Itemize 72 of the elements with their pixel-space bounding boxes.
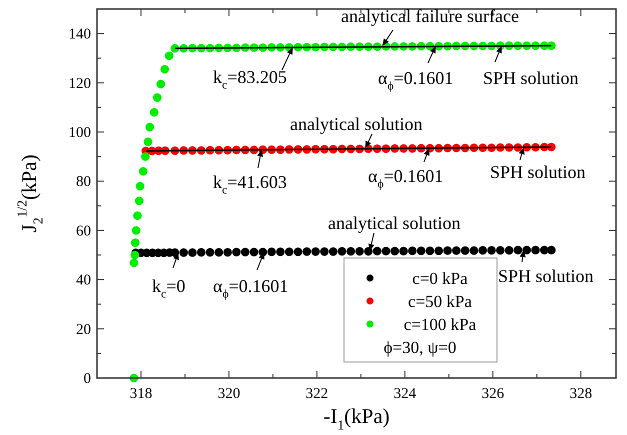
annotation: SPH solution (498, 266, 594, 286)
point (470, 246, 478, 255)
point (443, 246, 452, 255)
point (311, 247, 320, 256)
point (416, 246, 426, 256)
point (320, 247, 329, 256)
point (426, 246, 434, 256)
y-tick-label: 140 (68, 26, 91, 43)
point (179, 248, 188, 257)
annotation: SPH solution (483, 68, 579, 88)
annotation: analytical solution (290, 114, 422, 134)
point (382, 246, 390, 256)
x-tick-label: 322 (306, 386, 328, 402)
point (276, 248, 285, 256)
point (487, 246, 496, 255)
point (302, 247, 312, 256)
point (434, 246, 444, 256)
point (284, 248, 294, 256)
annotation: analytical failure surface (341, 6, 519, 26)
point (504, 246, 514, 255)
y-tick-label: 80 (76, 174, 91, 190)
annotation: ϕ=30, ψ=0 (384, 338, 456, 357)
y-tick-label: 100 (68, 125, 91, 141)
point (328, 247, 338, 256)
point (540, 246, 549, 254)
y-tick-label: 120 (68, 76, 91, 92)
x-axis-title: -I$_{1}$(kPa) (323, 404, 390, 432)
point (206, 248, 214, 257)
point (547, 246, 556, 254)
point (240, 248, 250, 256)
annotation: α$_{ϕ}$=0.1601 (368, 166, 444, 190)
legend-label: c=100 kPa (404, 315, 477, 334)
point (496, 246, 505, 255)
legend-label: c=0 kPa (412, 269, 468, 288)
point (267, 248, 276, 256)
annotation: α$_{ϕ}$=0.1601 (213, 276, 288, 300)
point (460, 246, 470, 255)
annotation: α$_{ϕ}$=0.1601 (378, 68, 454, 92)
annotation: analytical solution (328, 213, 460, 233)
point (399, 246, 408, 256)
point (355, 247, 364, 256)
legend-label: c=50 kPa (408, 292, 472, 311)
point (196, 248, 206, 257)
point (478, 246, 488, 255)
point (338, 247, 346, 256)
point (214, 248, 224, 257)
y-tick-label: 20 (76, 322, 91, 338)
point (188, 248, 197, 257)
annotation: k$_{c}$=41.603 (213, 172, 287, 196)
annotation: k$_{c}$=0 (152, 276, 186, 300)
y-tick-label: 60 (76, 223, 91, 240)
annotation: SPH solution (490, 162, 586, 182)
point (390, 246, 400, 256)
annotation: k$_{c}$=83.205 (213, 67, 287, 92)
point (514, 246, 522, 254)
point (294, 248, 302, 256)
point (223, 248, 232, 257)
x-tick-label: 328 (570, 386, 592, 402)
point (346, 247, 356, 256)
x-tick-label: 326 (482, 386, 505, 402)
point (372, 246, 382, 256)
point (452, 246, 461, 255)
point (250, 248, 258, 256)
point (408, 246, 417, 256)
y-tick-label: 0 (84, 371, 91, 387)
y-tick-label: 40 (76, 272, 91, 289)
point (531, 246, 540, 254)
x-tick-label: 318 (130, 386, 152, 402)
x-tick-label: 324 (394, 386, 417, 402)
point (522, 246, 532, 254)
x-tick-label: 320 (218, 386, 240, 402)
point (232, 248, 241, 256)
